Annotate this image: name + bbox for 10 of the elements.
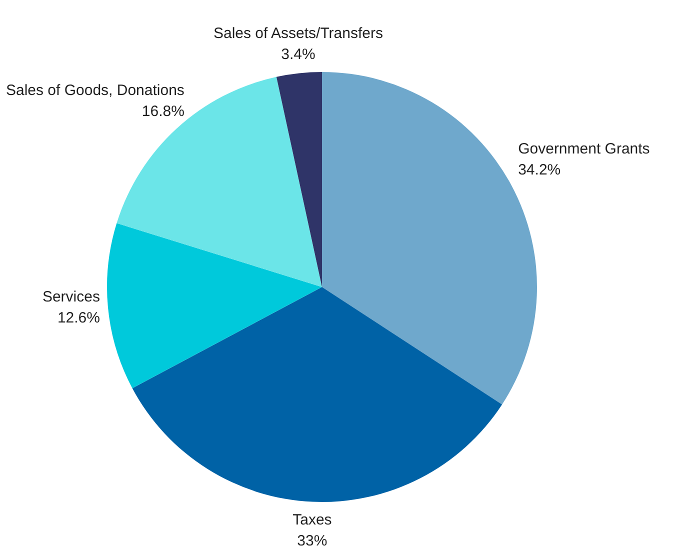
- data-label: 12.6%: [57, 310, 100, 327]
- data-label: 34.2%: [518, 161, 561, 178]
- slice-label: Sales of Goods, Donations: [6, 82, 184, 100]
- slice-label: Government Grants: [518, 140, 650, 158]
- slice-label: Sales of Assets/Transfers: [213, 24, 383, 42]
- slice-label: Taxes: [292, 511, 332, 528]
- slice-label: Services: [42, 288, 100, 306]
- data-label: 3.4%: [281, 46, 316, 63]
- data-label: 16.8%: [142, 103, 184, 120]
- data-label: 33%: [297, 532, 328, 546]
